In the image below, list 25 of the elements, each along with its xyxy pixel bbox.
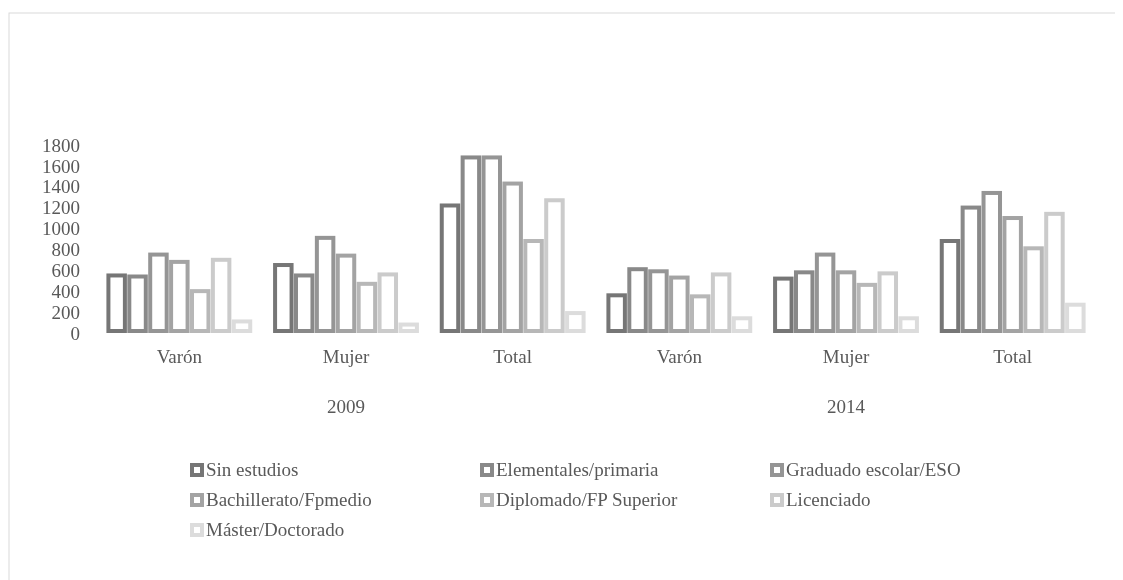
x-tick-label: Total — [993, 346, 1033, 367]
x-tick-label: Mujer — [322, 346, 370, 367]
text: 2014 — [827, 396, 866, 417]
y-tick-label: 600 — [51, 259, 80, 281]
legend-label: Graduado escolar/ESO — [786, 459, 961, 480]
legend-label: Licenciado — [786, 489, 871, 510]
y-tick-label: 1800 — [42, 134, 80, 156]
y-tick-label: 1200 — [42, 197, 80, 219]
y-tick-label: 800 — [51, 239, 80, 261]
x-tick-label: Varón — [156, 346, 203, 367]
legend-label: Diplomado/FP Superior — [496, 489, 679, 510]
y-tick-label: 1000 — [42, 218, 80, 240]
y-tick-label: 0 — [70, 322, 80, 344]
legend-label: Bachillerato/Fpmedio — [206, 489, 372, 510]
legend-label: Máster/Doctorado — [206, 519, 345, 540]
y-tick-label: 1600 — [42, 155, 80, 177]
y-tick-label: 1400 — [42, 176, 80, 198]
y-tick-label: 400 — [51, 280, 80, 302]
legend-label: Sin estudios — [206, 459, 299, 480]
y-tick-label: 200 — [51, 301, 80, 323]
legend-label: Elementales/primaria — [496, 459, 660, 480]
x-tick-label: Total — [493, 346, 533, 367]
text: 2009 — [327, 396, 365, 417]
x-tick-label: Varón — [656, 346, 703, 367]
x-tick-label: Mujer — [822, 346, 870, 367]
